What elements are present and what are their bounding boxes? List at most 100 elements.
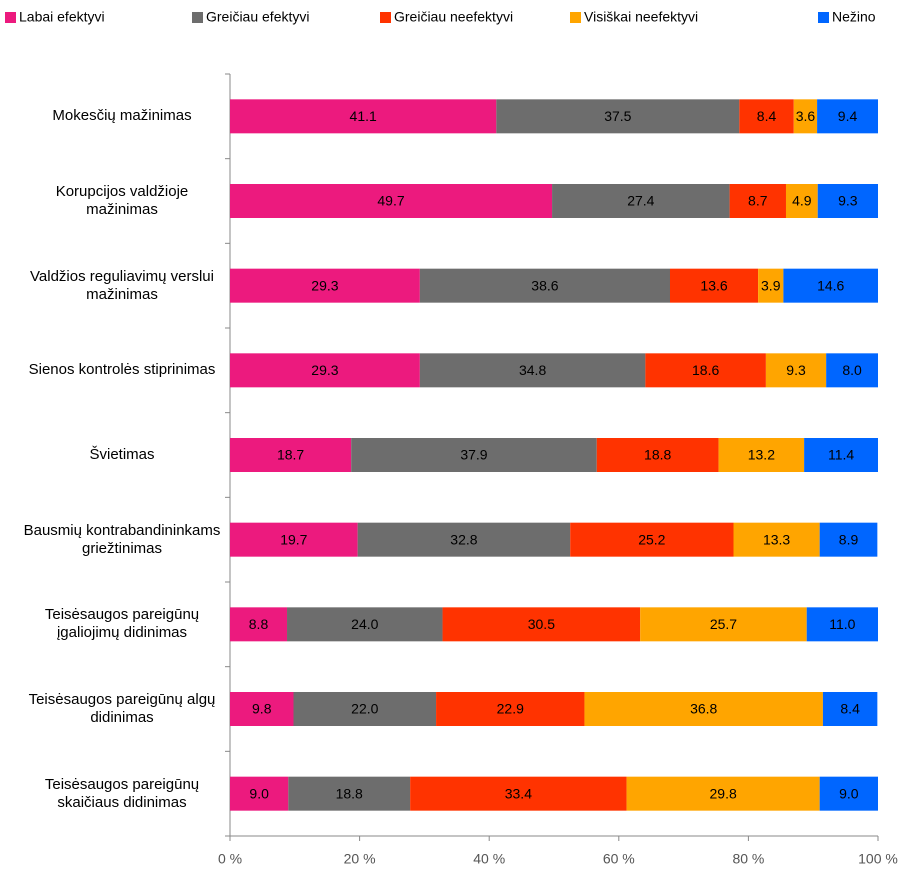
data-label: 18.8 — [336, 785, 363, 801]
legend-swatch — [570, 12, 581, 23]
data-label: 9.0 — [249, 785, 269, 801]
data-label: 25.2 — [638, 531, 665, 547]
bar-segment — [419, 353, 646, 388]
data-label: 11.4 — [828, 447, 854, 463]
bar-segment — [733, 522, 820, 557]
bar-segment — [230, 776, 289, 811]
legend-swatch — [818, 12, 829, 23]
bar-segment — [729, 184, 786, 218]
bar-segment — [793, 99, 818, 134]
bar-segment — [584, 692, 823, 726]
data-label: 27.4 — [627, 193, 654, 209]
data-label: 9.4 — [838, 108, 858, 124]
bar-segment — [626, 776, 820, 811]
data-label: 34.8 — [519, 362, 546, 378]
data-label: 37.9 — [460, 447, 487, 463]
x-tick-label: 20 % — [344, 851, 376, 867]
bar-segment — [758, 268, 784, 303]
legend-label: Labai efektyvi — [19, 9, 105, 25]
bar-segment — [819, 776, 878, 811]
data-label: 3.9 — [761, 277, 781, 293]
legend-label: Greičiau efektyvi — [206, 9, 309, 25]
data-label: 41.1 — [350, 108, 377, 124]
bar-segment — [230, 522, 358, 557]
bar-segment — [442, 607, 641, 642]
category-label: Sienos kontrolės stiprinimas — [28, 361, 216, 379]
bar-segment — [640, 607, 807, 642]
data-label: 38.6 — [531, 277, 558, 293]
data-label: 8.9 — [839, 531, 859, 547]
bar-segment — [410, 776, 627, 811]
data-label: 9.3 — [838, 193, 858, 209]
data-label: 9.0 — [839, 785, 859, 801]
bar-segment — [817, 184, 878, 218]
bar-segment — [783, 268, 878, 303]
data-label: 13.2 — [748, 447, 775, 463]
data-label: 14.6 — [817, 277, 844, 293]
bar-segment — [230, 99, 497, 134]
data-label: 8.4 — [757, 108, 777, 124]
category-label: Bausmių kontrabandininkams griežtinimas — [23, 521, 221, 557]
x-tick-label: 40 % — [473, 851, 505, 867]
legend-label: Nežino — [832, 9, 876, 25]
category-label: Švietimas — [89, 446, 155, 463]
data-label: 24.0 — [351, 616, 378, 632]
data-label: 30.5 — [528, 616, 555, 632]
bar-segment — [785, 184, 818, 218]
data-label: 25.7 — [710, 616, 737, 632]
data-label: 36.8 — [690, 701, 717, 717]
x-tick-label: 100 % — [858, 851, 898, 867]
data-label: 18.8 — [644, 447, 671, 463]
legend-label: Greičiau neefektyvi — [394, 9, 513, 25]
bar-segment — [596, 438, 719, 472]
data-label: 29.3 — [311, 362, 338, 378]
data-label: 19.7 — [280, 531, 307, 547]
category-label: Teisėsaugos pareigūnų skaičiaus didinima… — [44, 775, 200, 811]
bar-segment — [230, 268, 420, 303]
data-label: 8.7 — [748, 193, 768, 209]
bar-segment — [436, 692, 585, 726]
bar-segment — [293, 692, 437, 726]
bar-segment — [817, 99, 878, 134]
data-label: 18.6 — [692, 362, 719, 378]
data-label: 11.0 — [829, 616, 855, 632]
data-label: 8.0 — [842, 362, 862, 378]
bar-segment — [230, 438, 352, 472]
data-label: 49.7 — [377, 193, 404, 209]
bar-segment — [552, 184, 730, 218]
bar-segment — [230, 184, 553, 218]
bar-segment — [419, 268, 670, 303]
category-label: Valdžios reguliavimų verslui mažinimas — [30, 267, 214, 303]
x-tick-label: 60 % — [603, 851, 635, 867]
bar-segment — [822, 692, 878, 726]
legend-swatch — [5, 12, 16, 23]
bar-segment — [570, 522, 734, 557]
bar-segment — [357, 522, 571, 557]
bar-segment — [230, 692, 294, 726]
data-label: 13.6 — [700, 277, 727, 293]
bar-segment — [645, 353, 766, 388]
legend-swatch — [192, 12, 203, 23]
x-tick-label: 0 % — [218, 851, 242, 867]
data-label: 9.8 — [252, 701, 272, 717]
category-label: Korupcijos valdžioje mažinimas — [55, 183, 189, 218]
data-label: 22.9 — [497, 701, 524, 717]
data-label: 4.9 — [792, 193, 812, 209]
data-label: 37.5 — [604, 108, 631, 124]
bar-segment — [804, 438, 878, 472]
bar-segment — [230, 353, 420, 388]
bar-segment — [739, 99, 794, 134]
data-label: 3.6 — [796, 108, 816, 124]
data-label: 29.3 — [311, 277, 338, 293]
bar-segment — [496, 99, 740, 134]
category-label: Mokesčių mažinimas — [52, 107, 192, 125]
data-label: 29.8 — [710, 785, 737, 801]
bar-segment — [718, 438, 805, 472]
data-label: 18.7 — [277, 447, 304, 463]
data-label: 32.8 — [450, 531, 477, 547]
data-label: 8.8 — [249, 616, 269, 632]
data-label: 33.4 — [505, 785, 532, 801]
legend-label: Visiškai neefektyvi — [584, 9, 698, 25]
